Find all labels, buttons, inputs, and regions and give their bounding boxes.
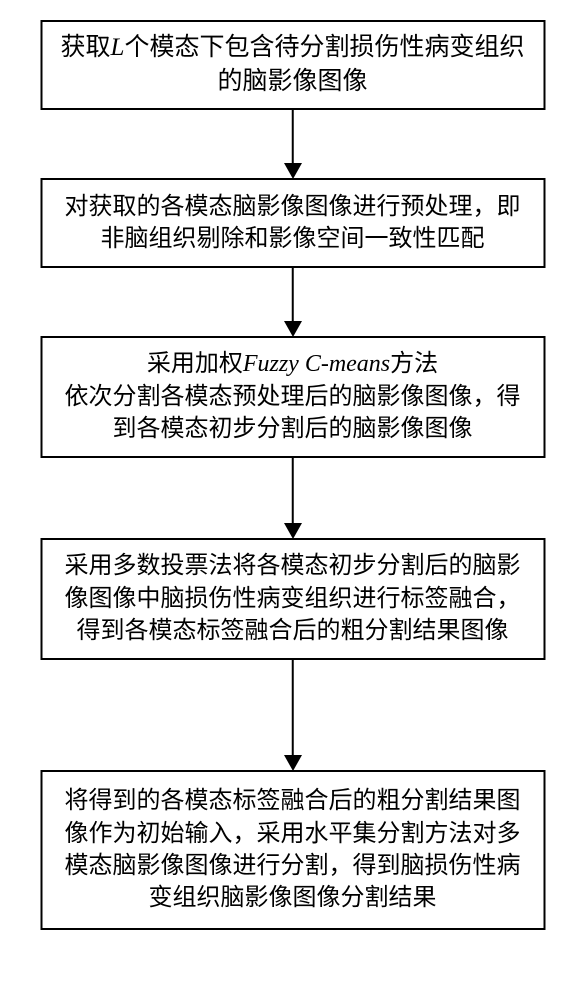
flow-node-1-text: 获取L个模态下包含待分割损伤性病变组织 的脑影像图像: [58, 31, 527, 99]
flow-node-4-majority-voting: 采用多数投票法将各模态初步分割后的脑影 像图像中脑损伤性病变组织进行标签融合， …: [40, 538, 545, 660]
flow-node-5-level-set-segmentation: 将得到的各模态标签融合后的粗分割结果图 像作为初始输入，采用水平集分割方法对多 …: [40, 770, 545, 930]
flowchart-canvas: 获取L个模态下包含待分割损伤性病变组织 的脑影像图像 对获取的各模态脑影像图像进…: [0, 0, 585, 1000]
flow-node-3-fuzzy-c-means: 采用加权Fuzzy C-means方法 依次分割各模态预处理后的脑影像图像，得 …: [40, 336, 545, 458]
flow-node-2-text: 对获取的各模态脑影像图像进行预处理，即 非脑组织剔除和影像空间一致性匹配: [58, 191, 527, 256]
flow-node-2-preprocess: 对获取的各模态脑影像图像进行预处理，即 非脑组织剔除和影像空间一致性匹配: [40, 178, 545, 268]
flow-node-1-acquire-images: 获取L个模态下包含待分割损伤性病变组织 的脑影像图像: [40, 20, 545, 110]
flow-node-3-text: 采用加权Fuzzy C-means方法 依次分割各模态预处理后的脑影像图像，得 …: [58, 348, 527, 445]
flow-node-5-text: 将得到的各模态标签融合后的粗分割结果图 像作为初始输入，采用水平集分割方法对多 …: [58, 785, 527, 915]
flow-node-4-text: 采用多数投票法将各模态初步分割后的脑影 像图像中脑损伤性病变组织进行标签融合， …: [58, 550, 527, 647]
